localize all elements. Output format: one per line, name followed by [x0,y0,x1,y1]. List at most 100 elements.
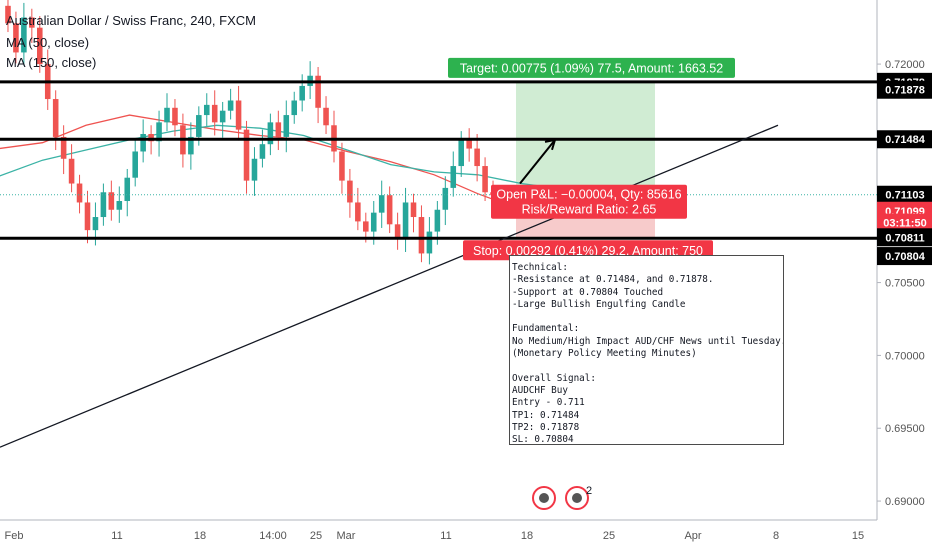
candle [76,174,83,214]
candle-body [275,122,282,137]
candle-body [156,122,162,142]
candle-body [347,180,353,203]
candle-body [76,183,83,203]
candle-body [251,158,258,181]
candle [339,142,345,194]
candle [450,151,457,197]
y-tick-label: 0.70500 [885,278,925,290]
candle-body [450,166,457,188]
candle [307,61,313,100]
x-tick-label: 14:00 [259,530,287,542]
candle-body [100,192,107,218]
candle [60,125,67,175]
price-axis-label-bg [877,185,932,204]
event-icon-core [572,493,582,503]
price-axis-label-text: 0.71484 [885,134,926,146]
note-line: TP1: 0.71484 [512,409,580,421]
candle-body [52,99,59,137]
candle-body [315,75,321,108]
candle [466,128,472,162]
candle [13,11,19,64]
y-tick-label: 0.72000 [885,59,925,71]
projection-arrow [519,139,556,185]
candle [140,119,146,163]
trend-line [0,124,779,448]
x-tick-label: 15 [852,530,864,542]
candle [259,129,266,168]
candle-body [36,27,43,65]
candle [402,187,409,252]
candle-body [188,136,194,155]
price-axis-label: 03:11:50 [877,213,932,232]
target-label: Target: 0.00775 (1.09%) 77.5, Amount: 16… [460,61,723,75]
price-axis-label: 0.70811 [877,228,932,247]
arrow-head [544,138,557,151]
note-line: SL: 0.70804 [512,434,574,445]
ma150-legend[interactable]: MA (150, close) [6,55,97,70]
candle [29,8,35,43]
target-label-box [448,57,735,78]
candle [100,183,107,226]
candle-body [363,221,369,232]
x-tick-label: Mar [337,530,356,542]
price-axis-label: 0.71103 [877,185,932,204]
candle [68,144,75,193]
candle-body [355,202,361,222]
candle [164,93,170,132]
candle [5,0,11,33]
price-axis-label-text: 03:11:50 [883,218,926,230]
candle-body [164,107,170,123]
candle-body [458,139,465,167]
candle [243,120,250,194]
candle [84,190,91,244]
candle-body [426,231,433,254]
candle-body [442,187,449,210]
candle [108,180,115,221]
analysis-note[interactable]: Technical: -Resistance at 0.71484, and 0.… [509,255,784,445]
candle [355,187,361,231]
candle [283,100,290,153]
candle [227,88,234,120]
price-axis-label-bg [877,80,932,99]
note-line: (Monetary Policy Meeting Minutes) [512,348,697,360]
candle [474,134,480,182]
candle [124,168,131,217]
candle-body [466,139,472,149]
candle-body [13,23,19,53]
candle [482,157,488,202]
candle-body [29,17,35,28]
x-tick-label: 25 [310,530,322,542]
candle [291,91,298,124]
note-line: Technical: [512,262,568,273]
candle-body [378,195,385,213]
note-line: -Support at 0.70804 Touched [512,286,664,298]
economic-event-icon [532,486,556,510]
note-line: -Resistance at 0.71484, and 0.71878. [512,274,714,286]
candle [211,90,218,136]
x-tick-label: 8 [773,530,779,542]
candle-body [84,202,91,231]
candle [386,186,393,234]
candle [132,139,138,187]
stop-label: Stop: 0.00292 (0.41%) 29.2, Amount: 750 [473,244,703,258]
note-line: No Medium/High Impact AUD/CHF News until… [512,335,784,347]
candle-body [291,100,298,116]
candle-body [323,107,329,126]
x-tick-label: 25 [603,530,615,542]
ma50-legend[interactable]: MA (50, close) [6,35,90,50]
candle-body [283,115,290,137]
candle [188,122,194,170]
candle [442,176,449,226]
symbol-title[interactable]: Australian Dollar / Swiss Franc, 240, FX… [6,13,256,28]
candle [347,168,353,218]
candle-body [124,177,131,202]
note-line: Fundamental: [512,323,580,335]
candle-body [132,151,138,178]
price-axis-label-bg [877,130,932,149]
candle [378,180,385,228]
x-tick-label: Feb [5,530,24,542]
price-axis-label-bg [877,247,932,266]
candle [299,74,305,112]
